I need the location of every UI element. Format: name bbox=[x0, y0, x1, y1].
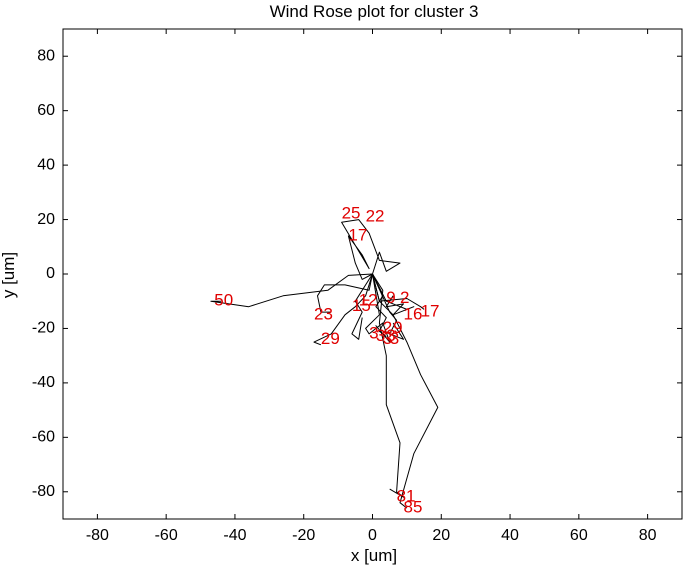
trajectory-line bbox=[372, 273, 439, 509]
data-label: 22 bbox=[366, 206, 385, 225]
data-label: 9 bbox=[386, 288, 395, 307]
data-label: 85 bbox=[404, 498, 423, 517]
trajectory-line bbox=[317, 273, 373, 313]
x-tick-label: 20 bbox=[432, 527, 450, 544]
trajectory-line bbox=[341, 219, 401, 280]
data-label: 3 bbox=[390, 329, 399, 348]
y-tick-label: 60 bbox=[37, 102, 55, 119]
y-tick-label: 40 bbox=[37, 156, 55, 173]
data-label: 16 bbox=[404, 304, 423, 323]
trajectory-line bbox=[351, 273, 373, 340]
data-label: 2 bbox=[400, 288, 409, 307]
y-tick-label: -80 bbox=[32, 483, 55, 500]
x-tick-label: -80 bbox=[86, 527, 109, 544]
data-label: 17 bbox=[348, 225, 367, 244]
data-label: 29 bbox=[321, 329, 340, 348]
data-label: 50 bbox=[214, 291, 233, 310]
y-tick-label: 0 bbox=[46, 265, 55, 282]
x-axis-label: x [um] bbox=[351, 546, 397, 565]
trajectory-line bbox=[372, 273, 404, 498]
data-label: 3 bbox=[376, 326, 385, 345]
x-tick-label: 80 bbox=[639, 527, 657, 544]
data-label: 17 bbox=[421, 302, 440, 321]
x-tick-label: -20 bbox=[292, 527, 315, 544]
data-label: 2 bbox=[383, 318, 392, 337]
data-label: 3 bbox=[386, 326, 395, 345]
data-label: 81 bbox=[397, 487, 416, 506]
x-tick-label: -60 bbox=[155, 527, 178, 544]
data-label: 9 bbox=[393, 318, 402, 337]
trajectory-line bbox=[365, 273, 391, 343]
chart-title: Wind Rose plot for cluster 3 bbox=[270, 2, 479, 21]
y-tick-label: -40 bbox=[32, 374, 55, 391]
y-axis-label: y [um] bbox=[0, 252, 18, 298]
data-label: 3 bbox=[369, 323, 378, 342]
x-tick-label: 60 bbox=[570, 527, 588, 544]
data-label: 23 bbox=[314, 304, 333, 323]
y-tick-label: 80 bbox=[37, 47, 55, 64]
trajectory-line bbox=[313, 273, 373, 346]
trajectory-line bbox=[210, 273, 373, 308]
data-label: 12 bbox=[359, 291, 378, 310]
x-tick-label: 40 bbox=[501, 527, 519, 544]
data-label: 15 bbox=[352, 296, 371, 315]
x-tick-label: 0 bbox=[368, 527, 377, 544]
x-axis: -80 -60 -40 -20 0 20 40 60 80 bbox=[86, 29, 657, 544]
y-tick-label: -20 bbox=[32, 320, 55, 337]
y-tick-label: -60 bbox=[32, 429, 55, 446]
y-axis: -80 -60 -40 -20 0 20 40 60 80 bbox=[32, 47, 682, 500]
x-tick-label: -40 bbox=[223, 527, 246, 544]
data-label: 3 bbox=[383, 329, 392, 348]
y-tick-label: 20 bbox=[37, 211, 55, 228]
data-label: 25 bbox=[342, 204, 361, 223]
trajectory-line bbox=[372, 273, 415, 316]
plot-lines bbox=[210, 219, 439, 509]
